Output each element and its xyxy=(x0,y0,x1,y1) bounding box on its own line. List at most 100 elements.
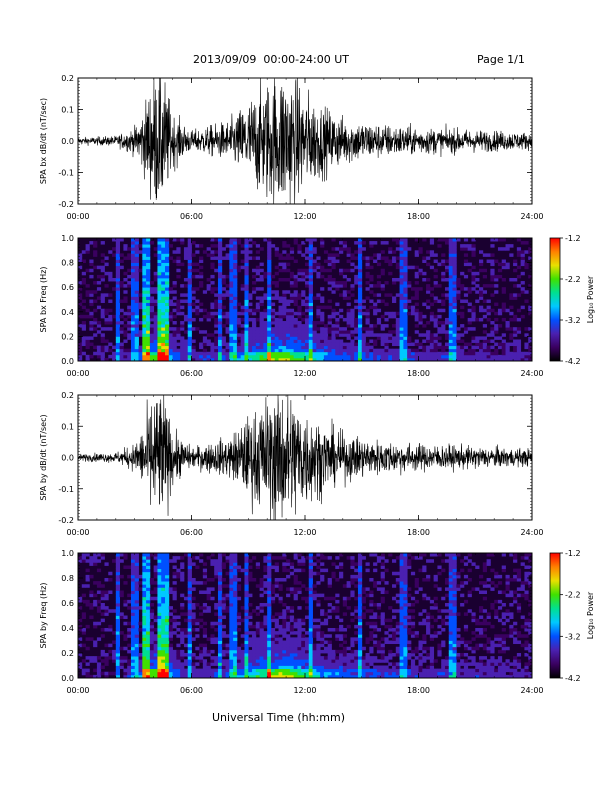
spectrogram-cell xyxy=(187,634,192,638)
spectrogram-cell xyxy=(115,578,121,582)
spectrogram-cell xyxy=(146,247,151,251)
spectrogram-cell xyxy=(282,621,287,626)
spectrogram-cell xyxy=(153,581,158,585)
spectrogram-cell xyxy=(244,643,249,648)
spectrogram-cell xyxy=(146,671,151,676)
spectrogram-cell xyxy=(206,342,211,347)
spectrogram-cell xyxy=(297,656,302,660)
spectrogram-cell xyxy=(168,287,173,291)
spectrogram-cell xyxy=(142,612,147,616)
spectrogram-cell xyxy=(130,302,136,307)
spectrogram-cell xyxy=(339,571,344,576)
spectrogram-cell xyxy=(229,299,234,303)
spectrogram-cell xyxy=(301,643,306,648)
spectrogram-cell xyxy=(229,621,234,626)
spectrogram-cell xyxy=(407,265,412,270)
spectrogram-cell xyxy=(357,290,363,294)
spectrogram-cell xyxy=(497,262,503,267)
spectrogram-cell xyxy=(134,571,139,576)
spectrogram-cell xyxy=(214,559,219,563)
spectrogram-cell xyxy=(217,612,223,616)
spectrogram-cell xyxy=(187,562,192,566)
spectrogram-cell xyxy=(305,631,310,635)
spectrogram-cell xyxy=(494,357,499,362)
spectrogram-cell xyxy=(123,659,128,663)
spectrogram-cell xyxy=(252,631,257,635)
spectrogram-cell xyxy=(354,327,359,331)
spectrogram-cell xyxy=(301,271,306,276)
spectrogram-cell xyxy=(305,637,310,641)
spectrogram-cell xyxy=(297,581,302,585)
spectrogram-cell xyxy=(270,281,276,285)
spectrogram-cell xyxy=(146,262,151,267)
spectrogram-cell xyxy=(252,659,257,663)
spectrogram-cell xyxy=(267,621,272,626)
spectrogram-cell xyxy=(96,590,102,595)
spectrogram-cell xyxy=(233,556,238,560)
spectrogram-cell xyxy=(187,571,192,576)
spectrogram-cell xyxy=(191,587,196,591)
spectrogram-cell xyxy=(134,290,139,294)
spectrogram-cell xyxy=(195,357,200,362)
spectrogram-cell xyxy=(142,284,147,288)
spectrogram-cell xyxy=(305,238,310,242)
spectrogram-cell xyxy=(482,268,487,273)
spectrogram-cell xyxy=(233,287,238,291)
spectrogram-cell xyxy=(142,348,147,353)
spectrogram-cell xyxy=(289,649,295,654)
spectrogram-cell xyxy=(305,308,310,313)
spectrogram-cell xyxy=(123,637,128,641)
spectrogram-cell xyxy=(229,612,234,616)
spectrogram-cell xyxy=(297,247,302,251)
spectrogram-cell xyxy=(93,553,98,557)
spectrogram-cell xyxy=(388,311,393,316)
spectrogram-cell xyxy=(293,659,298,663)
spectrogram-cell xyxy=(142,305,147,310)
spectrogram-cell xyxy=(202,339,208,343)
spectrogram-cell xyxy=(123,674,128,679)
spectrogram-cell xyxy=(149,296,155,300)
spectrogram-cell xyxy=(373,302,378,307)
spectrogram-cell xyxy=(104,321,109,325)
spectrogram-cell xyxy=(490,330,495,334)
spectrogram-cell xyxy=(259,339,264,343)
spectrogram-cell xyxy=(221,336,226,340)
spectrogram-cell xyxy=(115,574,121,579)
spectrogram-cell xyxy=(479,345,484,350)
spectrogram-cell xyxy=(263,646,268,651)
spectrogram-cell xyxy=(448,345,453,350)
spectrogram-cell xyxy=(286,253,291,257)
spectrogram-cell xyxy=(115,299,121,303)
spectrogram-cell xyxy=(513,296,518,300)
spectrogram-cell xyxy=(240,618,245,623)
spectrogram-cell xyxy=(104,671,109,676)
spectrogram-cell xyxy=(130,274,136,279)
spectrogram-cell xyxy=(202,562,208,566)
spectrogram-cell xyxy=(195,662,200,666)
spectrogram-cell xyxy=(270,671,276,676)
spectrogram-cell xyxy=(263,321,268,325)
spectrogram-cell xyxy=(346,259,351,263)
spectrogram-cell xyxy=(165,665,170,670)
spectrogram-cell xyxy=(202,628,208,632)
spectrogram-cell xyxy=(384,281,389,285)
spectrogram-cell xyxy=(452,293,457,297)
spectrogram-cell xyxy=(100,612,105,616)
spectrogram-cell xyxy=(195,668,200,673)
spectrogram-cell xyxy=(214,305,219,310)
spectrogram-cell xyxy=(429,333,435,337)
spectrogram-cell xyxy=(236,649,242,654)
spectrogram-cell xyxy=(119,357,124,362)
spectrogram-cell xyxy=(176,342,181,347)
spectrogram-cell xyxy=(233,621,238,626)
spectrogram-cell xyxy=(395,324,400,328)
spectrogram-cell xyxy=(206,556,211,560)
spectrogram-cell xyxy=(354,671,359,676)
spectrogram-cell xyxy=(361,354,366,359)
spectrogram-cell xyxy=(429,293,435,297)
spectrogram-cell xyxy=(233,596,238,601)
spectrogram-cell xyxy=(342,351,348,356)
spectrogram-cell xyxy=(115,296,121,300)
spectrogram-cell xyxy=(78,259,83,263)
spectrogram-cell xyxy=(270,330,276,334)
